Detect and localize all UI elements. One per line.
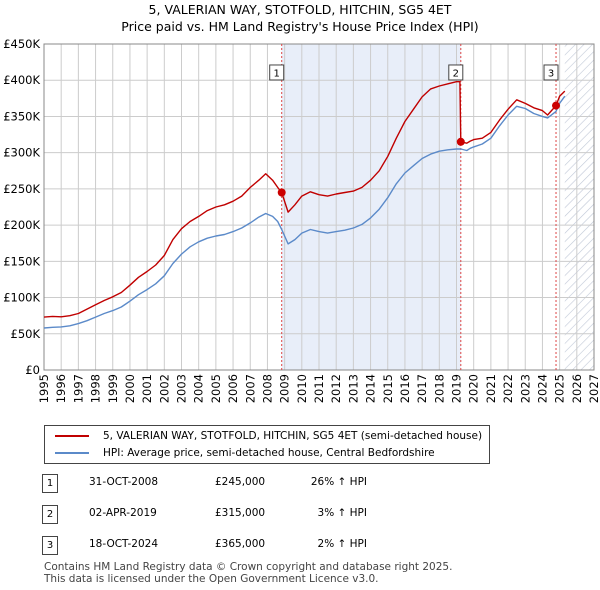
x-tick-label: 2027 [587, 374, 600, 403]
sale-number-badge: 3 [42, 536, 58, 555]
sale-price: £315,000 [215, 507, 266, 519]
sale-hpi-change: 26% ↑ HPI [310, 476, 367, 488]
x-tick-label: 2019 [450, 374, 464, 403]
sale-label-box [448, 64, 464, 81]
y-tick-label: £450K [3, 37, 40, 51]
x-tick-label: 2000 [123, 374, 137, 403]
legend-swatch-property [55, 435, 89, 437]
y-tick-label: £50K [11, 327, 41, 341]
x-tick-label: 2015 [381, 374, 395, 403]
sale-row: 3 18-OCT-2024 £365,000 2% ↑ HPI [42, 535, 462, 558]
sale-label-text: 1 [274, 68, 280, 79]
x-tick-label: 2002 [157, 374, 171, 403]
sale-point [277, 188, 286, 197]
legend-label-hpi: HPI: Average price, semi-detached house,… [103, 447, 435, 459]
series-line-hpi [44, 95, 566, 329]
chart-title-line2: Price paid vs. HM Land Registry's House … [121, 19, 478, 34]
legend-swatch-hpi [55, 452, 89, 454]
x-tick-label: 2016 [398, 374, 412, 403]
ownership-shaded-region [281, 44, 461, 370]
y-tick-label: £100K [3, 291, 40, 305]
y-tick-label: £350K [3, 109, 40, 123]
y-tick-label: £0 [25, 363, 40, 377]
legend-label-property: 5, VALERIAN WAY, STOTFOLD, HITCHIN, SG5 … [103, 430, 483, 442]
legend-item-hpi: HPI: Average price, semi-detached house,… [55, 445, 435, 461]
sale-point [456, 137, 465, 146]
x-tick-label: 2021 [484, 374, 498, 403]
x-tick-label: 2011 [312, 374, 326, 403]
y-tick-label: £200K [3, 218, 40, 232]
sale-price: £365,000 [215, 538, 266, 550]
x-tick-label: 1997 [71, 374, 85, 403]
sale-row: 2 02-APR-2019 £315,000 3% ↑ HPI [42, 504, 462, 527]
footer-licence: This data is licensed under the Open Gov… [44, 573, 379, 585]
x-tick-label: 2008 [260, 374, 274, 403]
x-tick-label: 1999 [106, 374, 120, 403]
sale-label-text: 2 [453, 68, 459, 79]
x-tick-label: 2004 [192, 374, 206, 403]
x-tick-label: 2022 [501, 374, 515, 403]
forecast-hatched-region [564, 44, 594, 370]
sale-hpi-change: 3% ↑ HPI [317, 507, 367, 519]
x-tick-label: 2012 [329, 374, 343, 403]
x-tick-label: 2020 [467, 374, 481, 403]
legend-item-property: 5, VALERIAN WAY, STOTFOLD, HITCHIN, SG5 … [55, 428, 482, 444]
x-tick-label: 2023 [518, 374, 532, 403]
y-tick-label: £400K [3, 73, 40, 87]
chart-title-line1: 5, VALERIAN WAY, STOTFOLD, HITCHIN, SG5 … [149, 2, 452, 17]
sale-row: 1 31-OCT-2008 £245,000 26% ↑ HPI [42, 473, 462, 496]
sale-date: 18-OCT-2024 [89, 538, 158, 550]
x-tick-label: 2026 [570, 374, 584, 403]
x-tick-label: 1996 [54, 374, 68, 403]
footer: Contains HM Land Registry data © Crown c… [44, 561, 452, 585]
footer-copyright: Contains HM Land Registry data © Crown c… [44, 561, 453, 573]
series-line-property [44, 81, 566, 318]
y-tick-label: £250K [3, 182, 40, 196]
x-tick-label: 2018 [432, 374, 446, 403]
x-tick-label: 2013 [346, 374, 360, 403]
sale-price: £245,000 [215, 476, 266, 488]
x-tick-label: 2007 [243, 374, 257, 403]
sale-label-box [543, 64, 559, 81]
sale-label-text: 3 [548, 68, 554, 79]
x-tick-label: 1998 [89, 374, 103, 403]
x-tick-label: 2009 [278, 374, 292, 403]
x-tick-label: 2003 [175, 374, 189, 403]
plot-frame [43, 43, 595, 371]
sale-date: 02-APR-2019 [89, 507, 157, 519]
x-tick-label: 2017 [415, 374, 429, 403]
x-tick-label: 2024 [535, 374, 549, 403]
sale-number-badge: 2 [42, 505, 58, 524]
price-chart: 5, VALERIAN WAY, STOTFOLD, HITCHIN, SG5 … [3, 2, 600, 403]
sale-hpi-change: 2% ↑ HPI [317, 538, 367, 550]
y-tick-label: £150K [3, 254, 40, 268]
x-tick-label: 2025 [553, 374, 567, 403]
sale-date: 31-OCT-2008 [89, 476, 158, 488]
legend: 5, VALERIAN WAY, STOTFOLD, HITCHIN, SG5 … [44, 425, 490, 464]
x-tick-label: 2010 [295, 374, 309, 403]
y-tick-label: £300K [3, 146, 40, 160]
sales-table: 1 31-OCT-2008 £245,000 26% ↑ HPI 2 02-AP… [42, 473, 462, 566]
x-tick-label: 2006 [226, 374, 240, 403]
sale-label-box [269, 64, 285, 81]
x-tick-label: 2014 [364, 374, 378, 403]
x-tick-label: 2005 [209, 374, 223, 403]
x-tick-label: 1995 [37, 374, 51, 403]
sale-point [552, 101, 561, 110]
x-tick-label: 2001 [140, 374, 154, 403]
sale-number-badge: 1 [42, 474, 58, 493]
